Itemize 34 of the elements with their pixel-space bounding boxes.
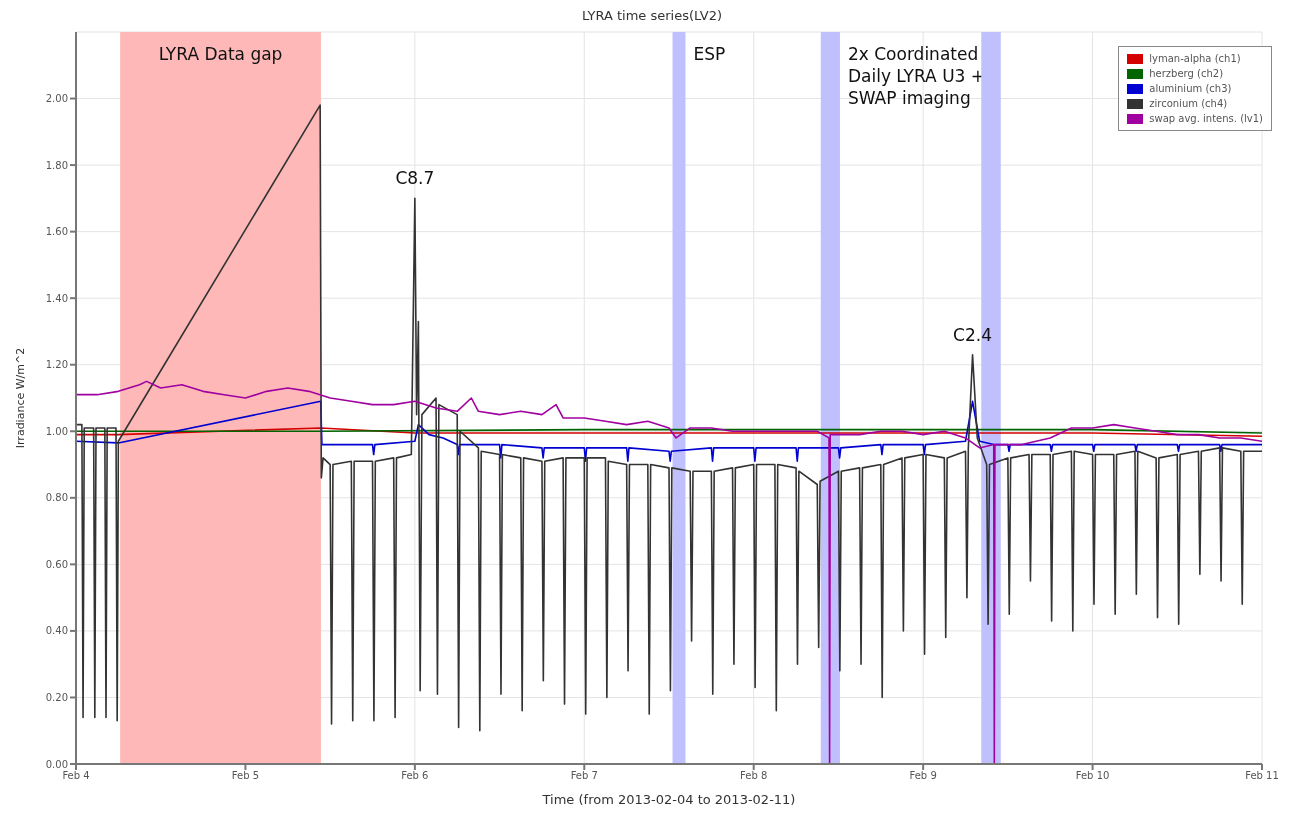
band-label: LYRA Data gap xyxy=(158,44,283,64)
legend-label: zirconium (ch4) xyxy=(1148,97,1229,111)
annotation: C2.4 xyxy=(953,324,993,345)
band-label: ESP xyxy=(693,44,726,64)
y-tick-label: 2.00 xyxy=(45,93,68,105)
x-axis-title: Time (from 2013-02-04 to 2013-02-11) xyxy=(541,792,796,807)
chart-title: LYRA time series(LV2) xyxy=(580,8,724,25)
x-tick-label: Feb 9 xyxy=(909,770,937,782)
line-series xyxy=(76,400,1262,463)
x-tick-label: Feb 11 xyxy=(1245,770,1279,782)
band-label: 2x Coordinated Daily LYRA U3 + SWAP imaging xyxy=(847,44,986,108)
x-tick-label: Feb 10 xyxy=(1075,770,1110,782)
y-tick-label: 1.80 xyxy=(45,159,68,171)
y-tick-label: 0.20 xyxy=(45,692,68,703)
y-tick-label: 1.20 xyxy=(45,359,68,371)
x-tick-label: Feb 5 xyxy=(231,770,260,782)
x-tick-label: Feb 8 xyxy=(740,770,768,782)
annotation: C8.7 xyxy=(395,168,435,189)
y-tick-label: 1.60 xyxy=(45,226,68,238)
y-tick-label: 0.40 xyxy=(45,625,68,637)
y-tick-label: 0.00 xyxy=(45,758,68,770)
legend-label: lyman-alpha (ch1) xyxy=(1148,52,1242,66)
y-tick-label: 1.40 xyxy=(45,292,68,304)
y-tick-label: 0.60 xyxy=(45,558,68,570)
y-axis-title: Irradiance W/m^2 xyxy=(13,347,27,449)
line-series xyxy=(76,427,1262,438)
legend-label: herzberg (ch2) xyxy=(1148,67,1225,81)
legend-label: swap avg. intens. (lv1) xyxy=(1148,112,1263,126)
x-tick-label: Feb 4 xyxy=(62,770,90,782)
y-tick-label: 1.00 xyxy=(45,425,68,437)
x-tick-label: Feb 6 xyxy=(401,770,429,782)
y-tick-label: 0.80 xyxy=(45,492,68,504)
legend-label: aluminium (ch3) xyxy=(1148,82,1233,96)
x-tick-label: Feb 7 xyxy=(570,770,598,782)
